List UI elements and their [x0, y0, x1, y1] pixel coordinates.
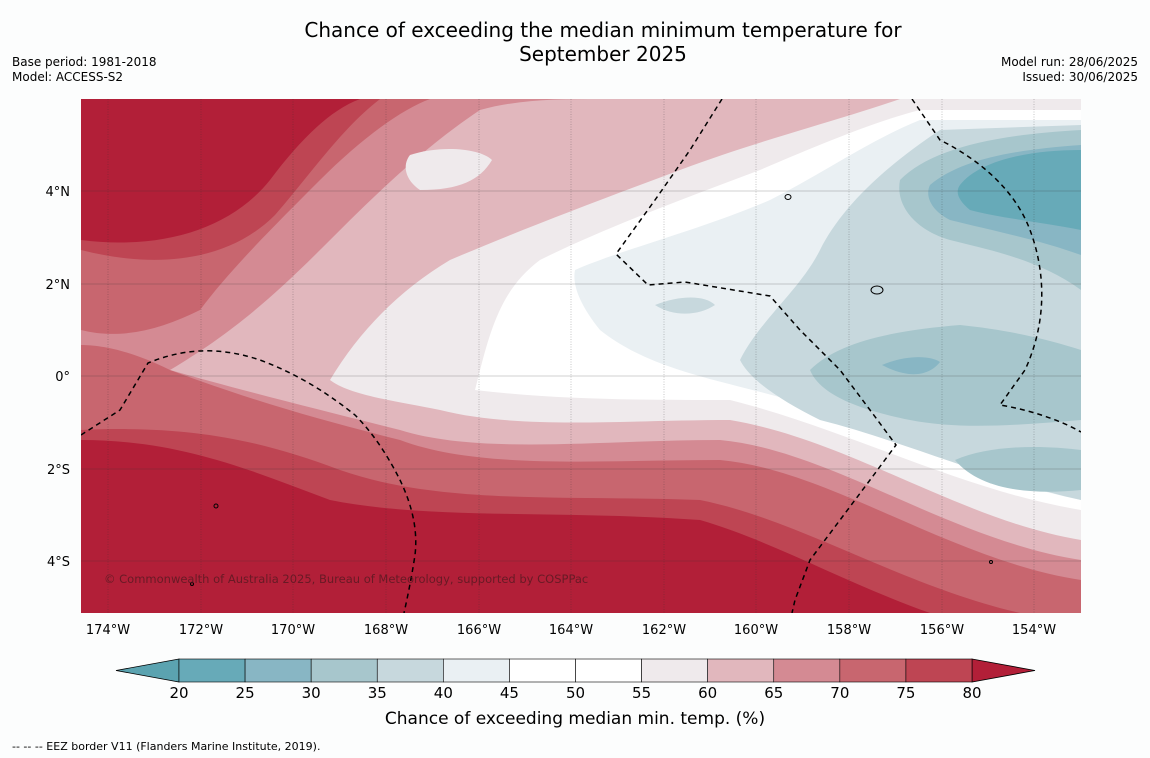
- islands: [190, 194, 993, 586]
- lon-label-168W: 168°W: [364, 623, 408, 638]
- colorbar-label: Chance of exceeding median min. temp. (%…: [384, 709, 766, 729]
- lon-label-160W: 160°W: [734, 623, 778, 638]
- lat-label-4N: 4°N: [46, 185, 71, 200]
- lon-label-172W: 172°W: [179, 623, 223, 638]
- lat-label-0: 0°: [55, 370, 70, 385]
- colorbar-tick-label: 80: [962, 684, 981, 700]
- colorbar-segment: [178, 658, 246, 683]
- colorbar-tick-label: 40: [434, 684, 453, 700]
- lon-label-166W: 166°W: [457, 623, 501, 638]
- colorbar-segment: [641, 658, 708, 683]
- colorbar-segment: [310, 658, 378, 683]
- lon-label-154W: 154°W: [1012, 623, 1056, 638]
- colorbar-segment: [839, 658, 907, 683]
- colorbar: [115, 658, 1036, 683]
- colorbar-tick-label: 75: [896, 684, 915, 700]
- colorbar-tick-label: 35: [368, 684, 387, 700]
- contour-25-30-eq: [882, 357, 940, 375]
- island-small-west: [213, 503, 219, 509]
- contour-55-60-north: [405, 148, 492, 190]
- lon-label-158W: 158°W: [827, 623, 871, 638]
- title-line-2: September 2025: [519, 42, 687, 66]
- colorbar-tick-label: 45: [500, 684, 519, 700]
- colorbar-segment: [443, 658, 510, 683]
- island-small-east: [989, 560, 993, 564]
- colorbar-ticks: 20 25 30 35 40 45 50 55 60 65 70 75 80: [169, 684, 981, 700]
- colorbar-extend-low: [115, 658, 180, 683]
- colorbar-segment: [905, 658, 973, 683]
- colorbar-segment: [376, 658, 444, 683]
- contour-35-40-west: [655, 297, 715, 314]
- lat-label-2N: 2°N: [46, 278, 71, 293]
- base-period: Base period: 1981-2018: [12, 55, 157, 69]
- colorbar-segment: [773, 658, 841, 683]
- map-contours: [81, 99, 1081, 613]
- colorbar-segment: [575, 658, 642, 683]
- colorbar-extend-high: [971, 658, 1036, 683]
- issued-date: Issued: 30/06/2025: [1022, 70, 1138, 84]
- contour-20-25: [957, 150, 1081, 230]
- lon-label-162W: 162°W: [642, 623, 686, 638]
- lat-label-4S: 4°S: [47, 555, 70, 570]
- contour-30-35-south: [955, 447, 1081, 492]
- colorbar-segment: [707, 658, 775, 683]
- colorbar-tick-label: 60: [698, 684, 717, 700]
- lat-axis: 4°N 2°N 0° 2°S 4°S: [46, 185, 71, 570]
- title-line-1: Chance of exceeding the median minimum t…: [304, 18, 902, 42]
- lon-axis: 174°W 172°W 170°W 168°W 166°W 164°W 162°…: [86, 623, 1056, 638]
- eez-border-east: [911, 99, 1081, 433]
- colorbar-tick-label: 65: [764, 684, 783, 700]
- colorbar-segment: [244, 658, 312, 683]
- chart-title: Chance of exceeding the median minimum t…: [0, 18, 1150, 66]
- lat-label-2S: 2°S: [47, 463, 70, 478]
- forecast-map: © Commonwealth of Australia 2025, Bureau…: [46, 99, 1081, 700]
- colorbar-tick-label: 50: [566, 684, 585, 700]
- lon-label-156W: 156°W: [920, 623, 964, 638]
- model-name: Model: ACCESS-S2: [12, 70, 124, 84]
- eez-footnote: -- -- -- EEZ border V11 (Flanders Marine…: [12, 740, 321, 753]
- colorbar-tick-label: 55: [632, 684, 651, 700]
- colorbar-tick-label: 70: [830, 684, 849, 700]
- eez-borders: [81, 99, 1081, 613]
- meta-left: Base period: 1981-2018 Model: ACCESS-S2: [12, 55, 157, 85]
- colorbar-tick-label: 30: [302, 684, 321, 700]
- lon-label-174W: 174°W: [86, 623, 130, 638]
- map-meridians: [107, 99, 1035, 613]
- colorbar-tick-label: 25: [236, 684, 255, 700]
- island-small-south: [190, 582, 194, 586]
- island-malden: [870, 285, 884, 295]
- copyright-notice: © Commonwealth of Australia 2025, Bureau…: [104, 572, 588, 586]
- eez-border-central: [615, 99, 897, 613]
- lon-label-164W: 164°W: [549, 623, 593, 638]
- colorbar-tick-label: 20: [169, 684, 188, 700]
- map-gridlines: [81, 190, 1081, 562]
- contour-30-35: [810, 325, 1081, 426]
- colorbar-segment: [509, 658, 576, 683]
- island-jarvis: [784, 194, 792, 200]
- meta-right: Model run: 28/06/2025 Issued: 30/06/2025: [1001, 55, 1138, 85]
- eez-border-west: [81, 350, 417, 613]
- lon-label-170W: 170°W: [271, 623, 315, 638]
- model-run: Model run: 28/06/2025: [1000, 55, 1138, 69]
